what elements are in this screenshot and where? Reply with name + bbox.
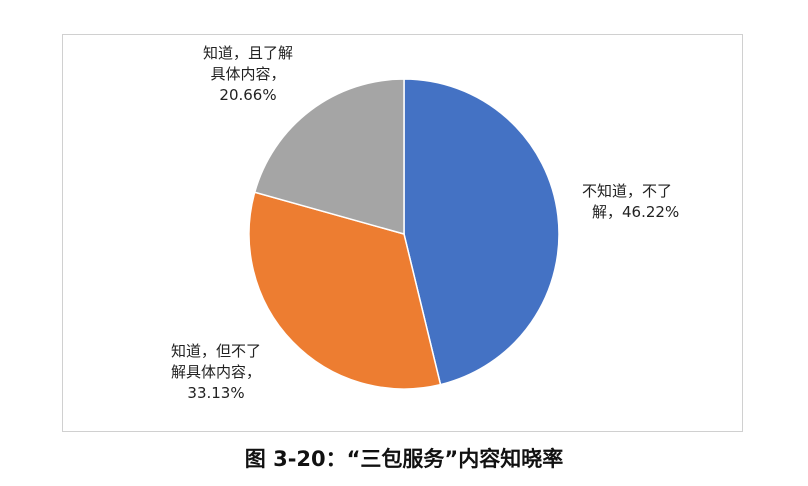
data-label-know-not-understand: 知道，但不了 解具体内容， 33.13%: [171, 341, 261, 404]
data-label-line: 20.66%: [219, 86, 277, 104]
data-label-line: 知道，且了解: [203, 44, 294, 62]
pie-slice-know-understand: [253, 78, 405, 235]
data-label-line: 具体内容，: [210, 65, 286, 83]
chart-frame: 不知道，不了 解，46.22% 知道，但不了 解具体内容， 33.13% 知道，…: [62, 34, 743, 432]
data-label-line: 33.13%: [187, 384, 245, 402]
data-label-line: 知道，但不了: [171, 342, 262, 360]
pie-chart: [248, 78, 560, 390]
data-label-know-understand: 知道，且了解 具体内容， 20.66%: [203, 43, 293, 106]
figure-caption: 图 3-20：“三包服务”内容知晓率: [244, 447, 564, 471]
data-label-line: 解，46.22%: [592, 203, 680, 221]
data-label-line: 不知道，不了: [582, 182, 673, 200]
pie-slice-not-know: [403, 78, 560, 386]
pie-slice-know-not-understand: [248, 191, 442, 390]
data-label-not-know: 不知道，不了 解，46.22%: [582, 181, 679, 223]
data-label-line: 解具体内容，: [171, 363, 262, 381]
